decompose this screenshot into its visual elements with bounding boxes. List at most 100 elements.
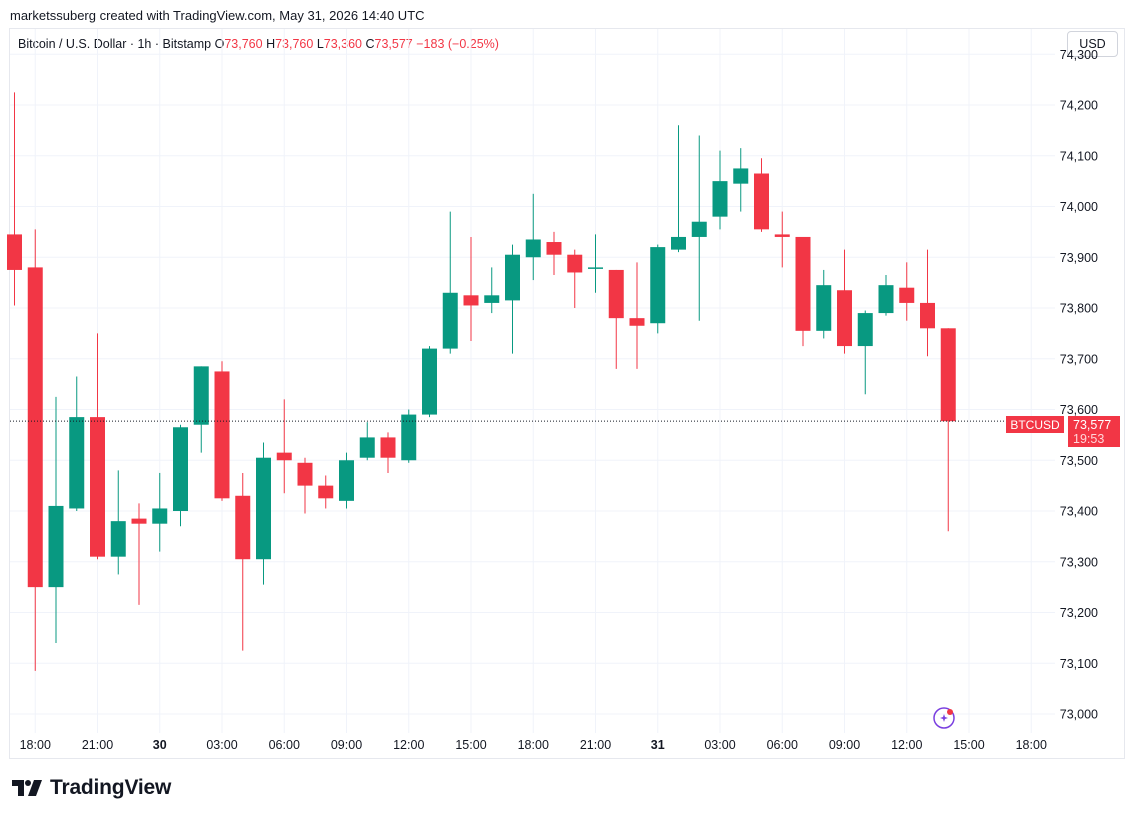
time-tick-label: 06:00 — [767, 738, 798, 752]
candle-body — [276, 452, 292, 461]
price-tick-label: 73,800 — [1060, 302, 1098, 316]
price-tick-label: 74,000 — [1060, 200, 1098, 214]
candle-up — [484, 267, 500, 314]
price-tick-label: 73,100 — [1060, 657, 1098, 671]
price-tick-label: 73,900 — [1060, 251, 1098, 265]
candle-body — [588, 267, 603, 269]
candle-body — [90, 417, 105, 557]
candle-body — [256, 457, 271, 560]
time-tick-label: 18:00 — [20, 738, 51, 752]
candle-up — [733, 148, 749, 212]
currency-button[interactable]: USD — [1067, 31, 1118, 57]
candle-body — [671, 236, 686, 250]
candle-up — [359, 422, 375, 461]
time-axis: 18:00 21:00 30 03:00 06:00 09:00 12:00 15:00 18:… — [20, 738, 1047, 752]
candle-up — [48, 396, 64, 643]
candle-down — [276, 399, 292, 494]
time-tick-label: 12:00 — [891, 738, 922, 752]
candle-body — [422, 348, 437, 415]
time-tick-label: 09:00 — [829, 738, 860, 752]
time-tick-label: 03:00 — [704, 738, 735, 752]
candle-down — [27, 229, 43, 671]
candle-body — [629, 318, 645, 326]
candle-body — [878, 285, 894, 314]
low-label: L — [316, 37, 324, 51]
price-tick-label: 73,400 — [1060, 505, 1098, 519]
candle-body — [940, 328, 956, 422]
candle-body — [546, 242, 562, 255]
candle-up — [691, 135, 707, 321]
candle-down — [567, 249, 583, 308]
candle-down — [608, 269, 624, 369]
chart-panel[interactable] — [9, 28, 1125, 759]
candle-up — [401, 409, 417, 463]
candle-body — [608, 269, 624, 319]
candle-body — [754, 173, 769, 230]
candle-down — [899, 262, 915, 321]
high-label: H — [266, 37, 276, 51]
candle-down — [90, 333, 105, 560]
candle-body — [816, 285, 832, 331]
price-tag: BTCUSD 73,577 19:53 — [1006, 416, 1120, 447]
candle-up — [152, 472, 168, 552]
candle-body — [733, 168, 749, 184]
candle-down — [214, 361, 230, 501]
ohlc-legend: Bitcoin / U.S. Dollar · 1h · Bitstamp O 7… — [18, 37, 499, 51]
candle-body — [484, 295, 500, 303]
price-tag-box — [1068, 416, 1120, 447]
sparkle-icon[interactable] — [933, 707, 955, 729]
time-tick-label: 18:00 — [518, 738, 549, 752]
time-tick-label: 06:00 — [269, 738, 300, 752]
candle-body — [857, 313, 873, 347]
candle-up — [857, 310, 873, 395]
candle-body — [193, 366, 209, 425]
candle-up — [650, 244, 666, 334]
candle-up — [525, 193, 541, 281]
candle-body — [525, 239, 541, 258]
candle-body — [152, 508, 168, 524]
grid-lines — [10, 29, 1055, 733]
candle-body — [69, 417, 85, 509]
time-tick-label: 18:00 — [1016, 738, 1047, 752]
candle-body — [567, 254, 583, 273]
time-tick-label: 03:00 — [206, 738, 237, 752]
price-tick-label: 74,100 — [1060, 149, 1098, 163]
close-value: 73,577 — [374, 37, 413, 51]
price-tag-countdown: 19:53 — [1073, 432, 1104, 446]
candle-down — [629, 262, 645, 369]
candle-up — [69, 376, 85, 511]
candle-body — [110, 521, 126, 557]
price-tick-label: 73,700 — [1060, 352, 1098, 366]
price-tick-label: 73,600 — [1060, 403, 1098, 417]
candle-body — [235, 495, 251, 560]
candle-body — [339, 460, 354, 501]
candle-up — [671, 125, 686, 253]
price-tick-label: 73,300 — [1060, 555, 1098, 569]
candle-down — [546, 231, 562, 276]
candle-body — [131, 518, 147, 524]
candle-down — [463, 236, 479, 341]
price-tick-label: 73,000 — [1060, 708, 1098, 722]
footer: TradingView — [12, 776, 171, 800]
candle-up — [588, 234, 603, 293]
candle-body — [48, 505, 64, 588]
price-tag-symbol-box — [1006, 416, 1064, 433]
candle-body — [214, 371, 230, 499]
candle-up — [339, 452, 354, 509]
candle-down — [837, 249, 852, 354]
candle-up — [505, 244, 520, 354]
candle-body — [27, 267, 43, 588]
candle-body — [401, 414, 417, 461]
symbol-description: Bitcoin / U.S. Dollar · 1h · Bitstamp — [18, 37, 212, 51]
brand-name: TradingView — [50, 776, 172, 799]
tradingview-logo-icon — [12, 780, 42, 796]
time-tick-label: 15:00 — [455, 738, 486, 752]
candle-body — [774, 234, 790, 237]
time-tick-label: 21:00 — [82, 738, 113, 752]
candle-body — [297, 462, 313, 486]
price-axis: 73,000 73,100 73,200 73,300 73,400 73,500 73,6… — [1060, 48, 1098, 722]
candle-down — [920, 249, 935, 357]
open-label: O — [214, 37, 225, 51]
candle-up — [256, 442, 271, 585]
